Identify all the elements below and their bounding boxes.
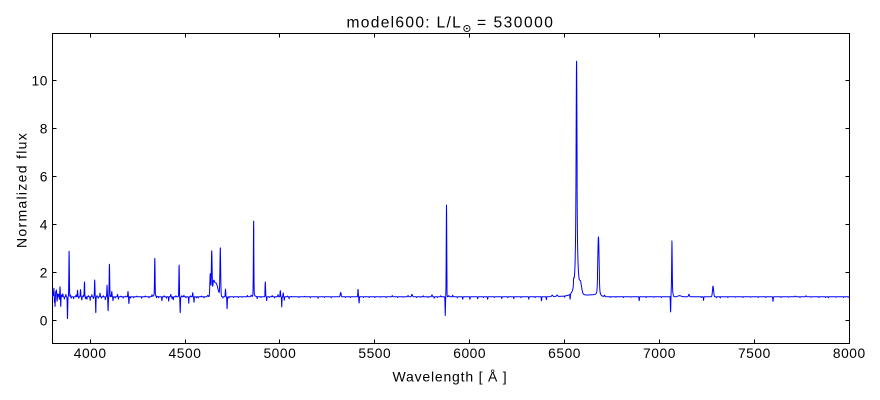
svg-text:Wavelength [ Å ]: Wavelength [ Å ] [393, 369, 508, 385]
svg-text:10: 10 [32, 74, 48, 89]
svg-text:7500: 7500 [738, 346, 771, 361]
svg-text:5000: 5000 [263, 346, 296, 361]
svg-text:8000: 8000 [833, 346, 866, 361]
svg-text:Normalized flux: Normalized flux [14, 132, 30, 248]
svg-text:6500: 6500 [548, 346, 581, 361]
svg-text:6000: 6000 [453, 346, 486, 361]
svg-text:0: 0 [40, 314, 48, 329]
svg-text:4: 4 [40, 218, 48, 233]
svg-text:7000: 7000 [643, 346, 676, 361]
svg-text:8: 8 [40, 122, 48, 137]
svg-text:6: 6 [40, 170, 48, 185]
svg-text:5500: 5500 [358, 346, 391, 361]
svg-text:4500: 4500 [169, 346, 202, 361]
svg-text:model600: L/L: model600: L/L [347, 15, 463, 32]
svg-text:= 530000: = 530000 [477, 15, 554, 32]
svg-text:2: 2 [40, 266, 48, 281]
svg-text:4000: 4000 [74, 346, 107, 361]
